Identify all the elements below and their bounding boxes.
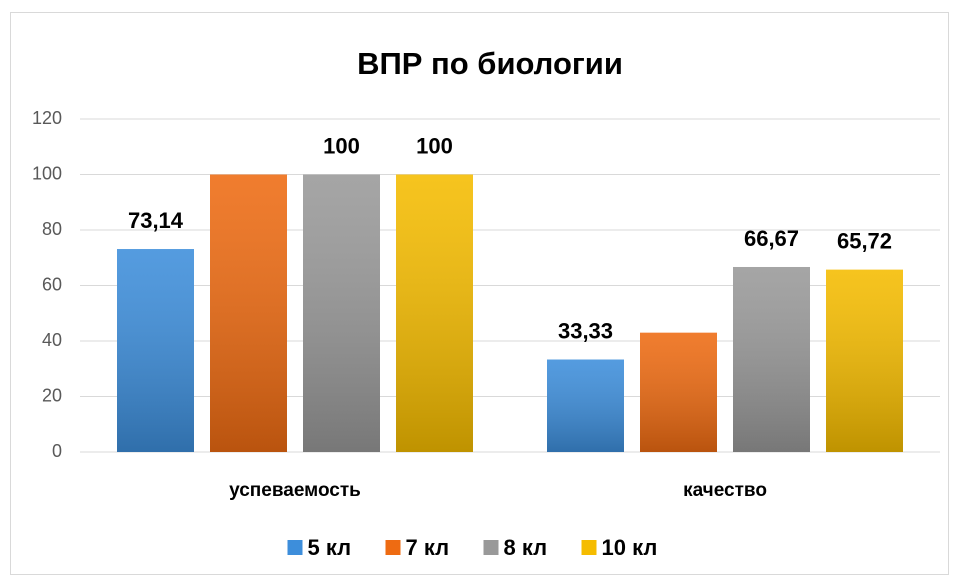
legend-label: 7 кл bbox=[406, 535, 450, 560]
legend-label: 5 кл bbox=[308, 535, 352, 560]
bar-shade bbox=[547, 359, 624, 452]
y-tick-label: 100 bbox=[32, 163, 62, 183]
data-label: 33,33 bbox=[558, 318, 613, 343]
chart-title: ВПР по биологии bbox=[357, 46, 623, 81]
y-tick-label: 40 bbox=[42, 330, 62, 350]
legend-swatch bbox=[287, 540, 303, 555]
bar-shade bbox=[117, 249, 194, 452]
x-tick-label: качество bbox=[683, 480, 767, 501]
bar-shade bbox=[640, 332, 717, 452]
y-tick-label: 0 bbox=[52, 441, 62, 461]
legend-swatch bbox=[385, 540, 401, 555]
x-tick-label: успеваемость bbox=[229, 480, 361, 501]
legend-label: 8 кл bbox=[504, 535, 548, 560]
bar-shade bbox=[733, 266, 810, 452]
legend-swatch bbox=[581, 540, 597, 555]
bar-shade bbox=[826, 269, 903, 452]
data-label: 73,14 bbox=[128, 208, 184, 233]
y-tick-label: 60 bbox=[42, 274, 62, 294]
data-label: 100 bbox=[323, 133, 360, 158]
legend-label: 10 кл bbox=[602, 535, 658, 560]
data-label: 65,72 bbox=[837, 228, 892, 253]
bar-shade bbox=[303, 174, 380, 452]
legend-swatch bbox=[483, 540, 499, 555]
data-label: 100 bbox=[416, 133, 453, 158]
bar-shade bbox=[396, 174, 473, 452]
y-tick-label: 20 bbox=[42, 385, 62, 405]
data-label: 66,67 bbox=[744, 226, 799, 251]
bar-shade bbox=[210, 174, 287, 452]
y-tick-label: 80 bbox=[42, 219, 62, 239]
y-tick-label: 120 bbox=[32, 108, 62, 128]
